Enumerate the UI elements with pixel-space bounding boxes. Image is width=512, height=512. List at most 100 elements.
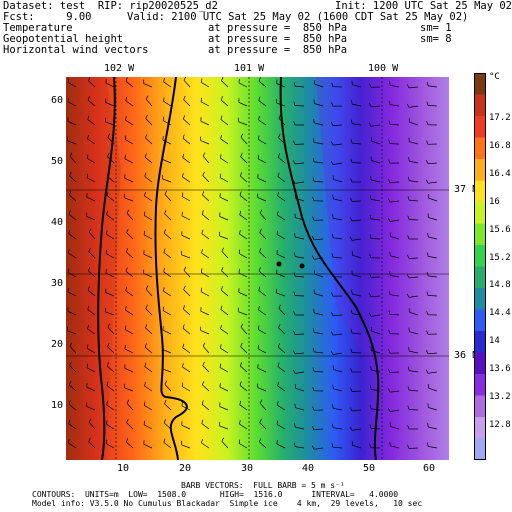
wind-barb-feather	[369, 234, 372, 239]
wind-barb-feather	[202, 381, 205, 386]
wind-barb-feather	[407, 444, 410, 449]
wind-barb	[333, 198, 343, 202]
wind-barb	[314, 83, 324, 88]
wind-barb	[428, 446, 438, 449]
wind-barb-feather	[313, 328, 315, 333]
wind-barb	[333, 369, 343, 373]
wind-barb	[163, 422, 172, 430]
wind-barb	[352, 123, 362, 126]
wind-barb	[201, 82, 210, 88]
wind-barb-feather	[143, 420, 145, 425]
wind-barb-feather	[219, 173, 222, 178]
wind-barb	[333, 333, 343, 336]
wind-barb	[277, 176, 286, 183]
wind-barb	[124, 387, 134, 392]
wind-barb	[428, 217, 438, 221]
wind-barb-feather	[389, 271, 391, 276]
wind-barb	[295, 407, 305, 411]
wind-barb-feather	[126, 209, 130, 214]
wind-barb	[332, 314, 343, 316]
wind-barb-feather	[350, 158, 353, 163]
wind-barb	[144, 405, 153, 411]
wind-barb-feather	[164, 399, 167, 404]
wind-barb-feather	[292, 350, 296, 355]
wind-barb	[294, 333, 305, 335]
colorbar-label: 16.4	[489, 168, 511, 179]
wind-barb	[314, 293, 324, 297]
wind-barb	[351, 409, 362, 412]
wind-barb	[428, 407, 438, 411]
wind-barb	[163, 271, 172, 278]
colorbar-swatch	[474, 352, 486, 375]
wind-barb-feather	[350, 178, 353, 183]
wind-barb	[257, 387, 267, 392]
wind-barb-feather	[407, 196, 410, 201]
wind-barb	[67, 310, 77, 316]
wind-barb-feather	[311, 236, 315, 240]
wind-barb	[219, 196, 229, 202]
wind-barb	[352, 274, 362, 278]
wind-barb	[239, 423, 248, 430]
wind-barb-feather	[163, 438, 166, 443]
wind-barb-feather	[331, 443, 334, 448]
wind-barb	[163, 252, 172, 259]
wind-barb	[221, 251, 229, 259]
wind-barb-feather	[330, 121, 334, 126]
wind-barb	[390, 426, 400, 430]
wind-barb	[182, 366, 191, 373]
wind-barb-feather	[220, 96, 223, 101]
wind-barb	[276, 83, 286, 88]
colorbar-swatch	[474, 245, 486, 267]
wind-barb-feather	[331, 102, 334, 107]
wind-barb	[278, 137, 286, 145]
wind-barb-feather	[87, 115, 90, 120]
wind-barb-feather	[407, 405, 410, 410]
wind-barb-feather	[68, 381, 72, 386]
wind-barb	[258, 139, 267, 145]
field-level-geopotential: at pressure = 850 hPa	[208, 33, 348, 45]
wind-barb	[201, 213, 210, 221]
wind-barb	[351, 162, 362, 164]
wind-barb-feather	[351, 100, 353, 105]
wind-barb-feather	[106, 420, 108, 425]
temperature-colorbar	[474, 73, 486, 460]
wind-barb	[68, 272, 77, 278]
wind-barb	[162, 120, 172, 126]
wind-barbs	[67, 77, 438, 450]
wind-barb	[408, 199, 419, 202]
wind-barb-feather	[370, 175, 372, 181]
wind-barb-feather	[313, 118, 315, 124]
wind-barb	[333, 407, 343, 411]
wind-barb	[181, 424, 191, 430]
field-name-wind: Horizontal wind vectors	[3, 44, 149, 56]
wind-barb-feather	[278, 304, 281, 309]
wind-barb-feather	[331, 233, 334, 238]
wind-barb-feather	[106, 210, 108, 215]
wind-barb	[428, 236, 438, 240]
wind-barb-feather	[182, 305, 186, 310]
wind-barb-feather	[145, 324, 148, 329]
wind-barb-feather	[276, 420, 279, 425]
wind-barb	[258, 100, 267, 107]
wind-barb	[258, 329, 267, 335]
dataset-label: Dataset: test RIP: rip20020525_d2	[3, 0, 218, 12]
wind-barb-feather	[277, 191, 279, 196]
wind-barb	[105, 121, 115, 126]
wind-barb-feather	[425, 350, 429, 354]
wind-barb	[258, 270, 267, 278]
wind-barb-feather	[311, 445, 315, 450]
wind-barb	[181, 254, 191, 259]
wind-barb	[67, 120, 77, 126]
wind-barb	[69, 194, 77, 202]
wind-barb-feather	[388, 100, 391, 105]
wind-barb-feather	[332, 404, 334, 409]
wind-barb	[370, 295, 381, 298]
wind-barb	[202, 384, 210, 392]
wind-barb	[220, 347, 229, 354]
wind-barb	[200, 140, 210, 145]
wind-barb	[87, 99, 96, 107]
wind-barb	[220, 99, 229, 107]
wind-barb	[259, 212, 267, 221]
y-tick: 50	[51, 156, 64, 167]
wind-barb-feather	[69, 342, 73, 347]
